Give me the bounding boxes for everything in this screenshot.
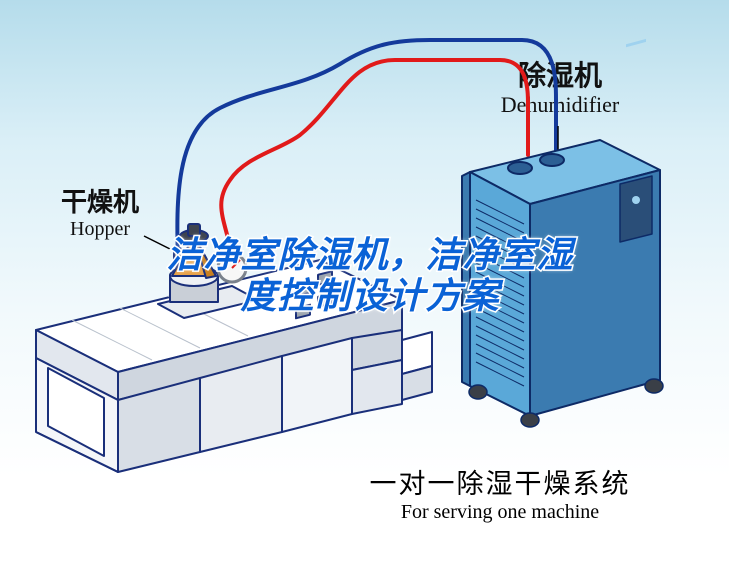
title-overlay: 洁净室除湿机，洁净室湿 度控制设计方案 [60,234,680,317]
dehumidifier-unit [462,39,663,427]
system-caption: 一对一除湿干燥系统 For serving one machine [330,462,670,524]
diagram-stage: 除湿机 Dehumidifier 干燥机 Hopper [0,0,729,561]
system-caption-cn: 一对一除湿干燥系统 [330,462,670,501]
system-caption-en: For serving one machine [330,501,670,524]
title-line2: 度控制设计方案 [60,275,680,316]
title-line1: 洁净室除湿机，洁净室湿 [60,234,680,275]
